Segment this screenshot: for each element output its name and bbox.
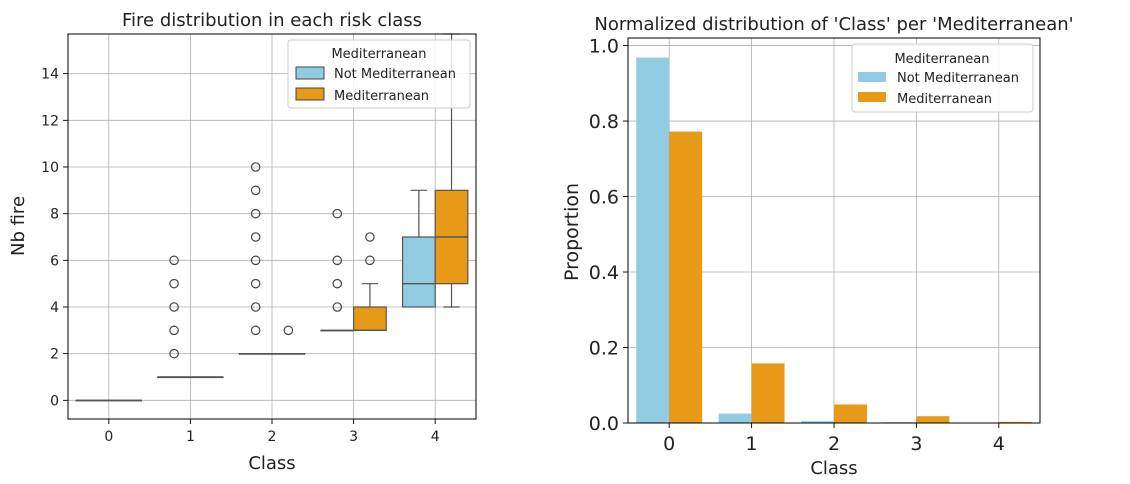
bar-mediterranean-class-4 [998, 421, 1032, 423]
bar-chart-x-ticks: 0 1 2 3 4 [663, 423, 1005, 455]
bar-y-tick-label: 1.0 [589, 36, 619, 58]
bar-mediterranean-class-0 [669, 131, 703, 423]
box-x-tick-label: 2 [268, 429, 277, 445]
bar-mediterranean-class-1 [751, 363, 785, 423]
box-y-tick-label: 10 [41, 160, 59, 176]
box-x-tick-label: 0 [104, 429, 113, 445]
bar-y-tick-label: 0.6 [589, 187, 619, 209]
box-outlier-point [250, 185, 261, 196]
box-not-mediterranean-class-1 [157, 255, 191, 379]
box-legend-swatch-not-mediterranean [295, 66, 325, 80]
box-not-mediterranean-class-0 [75, 399, 110, 402]
bar-legend-label-not-mediterranean: Not Mediterranean [897, 71, 1019, 86]
box-outlier-point [250, 162, 261, 172]
box-outlier-point [332, 278, 343, 289]
bar-y-tick-label: 0.8 [589, 111, 619, 133]
box-outlier-point [365, 232, 375, 242]
bar-not-mediterranean-class-2 [801, 421, 834, 423]
bar-chart-y-label: Proportion [561, 183, 583, 281]
box-y-tick-label: 12 [41, 113, 59, 129]
box-chart: Fire distribution in each risk class 0 2 4… [8, 10, 477, 474]
bar-chart-legend: Mediterranean Not Mediterranean Mediterr… [851, 43, 1034, 113]
bar-legend-swatch-not-mediterranean [858, 72, 886, 82]
box-outlier-point [283, 325, 294, 336]
box-outlier-point [332, 302, 343, 312]
box-y-tick-label: 0 [50, 393, 59, 409]
bar-mediterranean-class-2 [834, 404, 867, 423]
box-y-tick-label: 2 [50, 347, 59, 363]
box-mediterranean-class-3 [353, 232, 387, 332]
box-chart-x-label: Class [248, 453, 295, 474]
box-chart-y-label: Nb fire [8, 196, 29, 256]
box-outlier-point [169, 325, 179, 336]
bar-y-tick-label: 0.2 [589, 338, 619, 360]
box-chart-title: Fire distribution in each risk class [122, 10, 422, 31]
box-y-tick-label: 4 [50, 300, 59, 316]
box-outlier-point [250, 208, 261, 219]
bar-legend-title: Mediterranean [894, 52, 989, 67]
box-outlier-point [169, 255, 179, 266]
box-mediterranean-class-4 [434, 33, 469, 308]
box-outlier-point [250, 232, 261, 242]
bar-x-tick-label: 4 [993, 433, 1005, 455]
box-outlier-point [250, 255, 261, 266]
box-x-tick-label: 1 [186, 429, 195, 445]
box-outlier-point [332, 208, 343, 219]
box-chart-legend: Mediterranean Not Mediterranean Mediterr… [287, 39, 471, 109]
box-mediterranean-class-2 [271, 325, 306, 355]
bar-chart-y-ticks: 0.0 0.2 0.4 0.6 0.8 1.0 [589, 36, 628, 435]
box-outlier-point [250, 325, 261, 336]
box-mediterranean-class-0 [108, 399, 143, 402]
bar-x-tick-label: 1 [746, 433, 758, 455]
box-y-tick-label: 6 [50, 253, 59, 269]
bar-not-mediterranean-class-1 [718, 413, 752, 423]
box-not-mediterranean-class-2 [238, 162, 273, 355]
bar-x-tick-label: 2 [828, 433, 840, 455]
box-body [353, 306, 387, 331]
box-y-tick-label: 8 [50, 207, 59, 223]
box-mediterranean-class-1 [189, 376, 224, 379]
bar-chart-title: Normalized distribution of 'Class' per '… [594, 14, 1073, 35]
box-not-mediterranean-class-3 [320, 208, 355, 332]
bar-chart-x-label: Class [810, 458, 857, 479]
box-y-tick-label: 14 [41, 67, 59, 83]
box-legend-label-mediterranean: Mediterranean [334, 89, 429, 104]
box-x-tick-label: 4 [431, 429, 440, 445]
bar-mediterranean-class-3 [916, 416, 950, 423]
box-legend-swatch-mediterranean [295, 87, 325, 101]
box-body [401, 236, 436, 308]
box-chart-y-ticks: 0 2 4 6 8 10 12 14 [41, 67, 68, 409]
box-outlier-point [250, 302, 261, 312]
bar-chart: Normalized distribution of 'Class' per '… [561, 14, 1074, 479]
bar-legend-label-mediterranean: Mediterranean [897, 92, 992, 107]
bar-chart-frame [627, 37, 1041, 424]
bar-legend-swatch-mediterranean [858, 92, 886, 102]
box-outlier-point [169, 278, 179, 289]
box-chart-marks [75, 33, 469, 402]
bar-y-tick-label: 0.0 [589, 413, 619, 435]
bar-chart-marks [636, 57, 1032, 424]
bar-x-tick-label: 3 [910, 433, 922, 455]
bar-x-tick-label: 0 [663, 433, 675, 455]
bar-not-mediterranean-class-0 [636, 57, 670, 424]
box-outlier-point [169, 302, 179, 312]
box-legend-label-not-mediterranean: Not Mediterranean [334, 67, 456, 82]
box-chart-x-ticks: 0 1 2 3 4 [104, 419, 440, 445]
box-outlier-point [332, 255, 343, 266]
box-x-tick-label: 3 [349, 429, 358, 445]
box-not-mediterranean-class-4 [401, 189, 436, 308]
box-outlier-point [169, 348, 179, 359]
box-legend-title: Mediterranean [331, 47, 426, 62]
box-chart-frame [67, 33, 477, 420]
bar-y-tick-label: 0.4 [589, 262, 619, 284]
box-outlier-point [365, 255, 375, 266]
box-outlier-point [250, 278, 261, 289]
